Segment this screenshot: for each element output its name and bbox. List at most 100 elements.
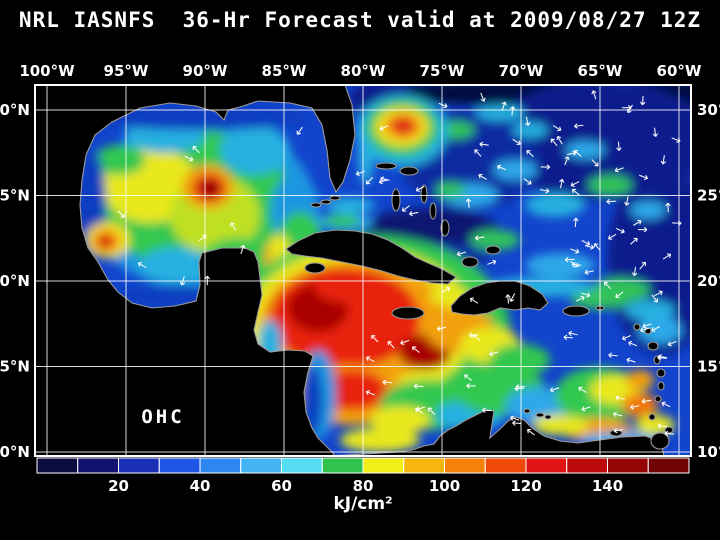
island-shape — [310, 202, 322, 208]
current-arrow — [658, 353, 668, 360]
heat-blob — [622, 393, 658, 417]
current-arrow — [571, 262, 582, 268]
current-arrow — [509, 106, 516, 116]
heat-blob — [392, 118, 414, 134]
current-arrow — [575, 295, 585, 302]
heat-blob — [220, 125, 290, 175]
colorbar-cell — [607, 457, 649, 474]
current-arrow — [549, 387, 560, 393]
lat-tick-label-left: 10°N — [0, 443, 30, 461]
island-shape — [320, 199, 332, 205]
current-arrow — [552, 125, 562, 132]
land-shape — [285, 229, 457, 285]
heat-blob — [512, 122, 548, 138]
lon-tick-label: 65°W — [578, 62, 623, 80]
heat-blob — [475, 105, 525, 121]
current-arrow — [642, 323, 652, 329]
land-shape — [329, 409, 665, 456]
current-arrow — [614, 167, 624, 173]
figure-title: NRL IASNFS 36-Hr Forecast valid at 2009/… — [19, 8, 701, 32]
colorbar-tick-label: 40 — [190, 477, 211, 495]
current-arrow — [581, 239, 591, 246]
current-arrow — [501, 101, 507, 111]
island-shape — [647, 341, 659, 351]
colorbar-cell — [362, 457, 405, 474]
heat-blob — [140, 247, 210, 283]
heat-blob — [90, 106, 310, 130]
heat-blob — [95, 145, 145, 175]
current-arrow — [672, 220, 682, 226]
lon-tick-label: 90°W — [183, 62, 228, 80]
heat-blob — [625, 300, 675, 320]
island-shape — [304, 262, 326, 274]
current-arrow — [581, 406, 591, 412]
heat-blob — [532, 415, 588, 435]
lon-tick-label: 100°W — [19, 62, 75, 80]
lat-tick-label-right: 25°N — [697, 187, 720, 205]
current-arrow — [496, 164, 506, 171]
colorbar-cell — [199, 457, 242, 474]
current-arrow — [591, 90, 597, 100]
current-arrow — [651, 326, 660, 332]
current-arrow — [482, 407, 492, 413]
colorbar-tick-label: 20 — [108, 477, 129, 495]
current-arrow — [487, 259, 497, 265]
current-arrow — [515, 384, 525, 390]
colorbar-cell — [444, 457, 486, 474]
lat-tick-label-left: 20°N — [0, 272, 30, 290]
current-arrow — [606, 198, 616, 205]
lat-tick-label-right: 30°N — [697, 101, 720, 119]
current-arrow — [436, 325, 447, 332]
island-shape — [399, 166, 419, 176]
current-arrow — [400, 339, 410, 346]
current-arrow — [624, 196, 630, 206]
current-arrow — [526, 428, 535, 436]
colorbar-cell — [281, 457, 323, 474]
current-arrow — [464, 374, 472, 381]
current-arrow — [671, 137, 681, 143]
current-arrow — [584, 269, 594, 275]
map-clip-group — [35, 85, 691, 456]
current-arrow — [567, 150, 577, 156]
colorbar-cell — [36, 457, 79, 474]
island-shape — [485, 245, 501, 255]
current-arrow — [651, 294, 659, 303]
current-arrow — [564, 156, 570, 166]
current-arrow — [559, 178, 565, 189]
current-arrow — [413, 383, 424, 389]
current-arrow — [427, 407, 436, 415]
current-arrow — [479, 141, 489, 148]
current-arrow — [438, 102, 448, 109]
current-arrow — [591, 159, 599, 167]
island-shape — [650, 432, 670, 450]
heat-blob — [493, 160, 537, 180]
lat-tick-label-left: 15°N — [0, 358, 30, 376]
current-arrow — [615, 395, 625, 401]
current-arrow — [664, 430, 674, 437]
current-arrow — [612, 411, 623, 417]
current-arrow — [608, 352, 618, 358]
current-arrow — [380, 176, 390, 182]
heat-blob — [525, 193, 585, 217]
island-shape — [375, 162, 397, 170]
current-arrow — [510, 415, 520, 421]
island-shape — [440, 219, 450, 237]
current-arrow — [414, 407, 424, 414]
heat-blob — [315, 276, 405, 304]
island-shape — [657, 381, 665, 391]
variable-label: OHC — [141, 406, 184, 428]
current-arrow — [639, 261, 646, 270]
current-arrow — [509, 293, 516, 302]
island-shape — [544, 414, 552, 420]
current-arrow — [665, 202, 671, 213]
lon-tick-label: 85°W — [262, 62, 307, 80]
current-arrow — [117, 210, 125, 218]
map-border — [34, 84, 692, 457]
colorbar-cell — [158, 457, 201, 474]
current-arrow — [512, 138, 521, 146]
current-arrow — [415, 186, 425, 192]
heat-blob — [630, 201, 666, 219]
island-shape — [420, 184, 428, 204]
current-arrow — [489, 351, 499, 357]
